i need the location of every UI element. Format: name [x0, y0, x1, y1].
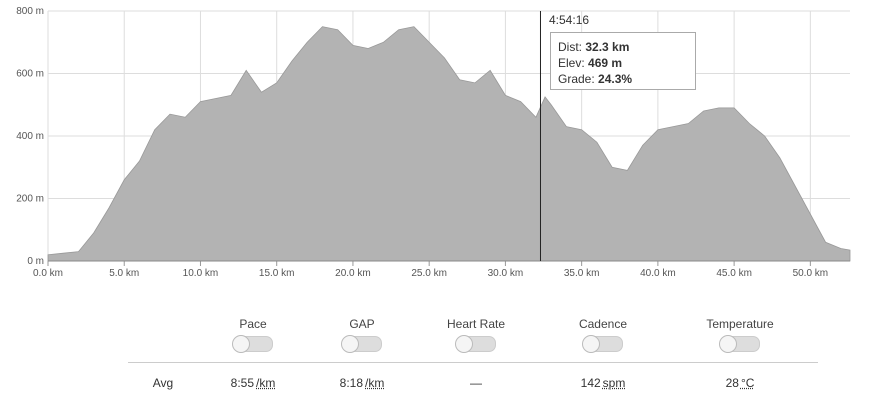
- stream-toggle[interactable]: Temperature: [695, 317, 785, 353]
- x-tick-label: 15.0 km: [259, 268, 295, 279]
- tooltip-label: Elev:: [558, 56, 585, 70]
- x-tick-label: 50.0 km: [793, 268, 829, 279]
- toggle-switch[interactable]: [232, 335, 273, 353]
- tooltip-value: 24.3%: [598, 72, 633, 86]
- x-tick-label: 40.0 km: [640, 268, 676, 279]
- x-tick-label: 25.0 km: [411, 268, 447, 279]
- y-tick-label: 200 m: [16, 194, 44, 205]
- y-tick-label: 800 m: [16, 6, 44, 17]
- toggle-label: Pace: [239, 317, 267, 331]
- tooltip-value: 469 m: [588, 56, 623, 70]
- stream-toggle[interactable]: Cadence: [558, 317, 648, 353]
- avg-cell: 142 spm: [548, 376, 658, 390]
- stream-toggle[interactable]: Heart Rate: [431, 317, 521, 353]
- avg-unit: /km: [365, 376, 385, 390]
- stream-toggle[interactable]: GAP: [317, 317, 407, 353]
- avg-cell: 8:55/km: [198, 376, 308, 390]
- avg-cell: 28 °C: [685, 376, 795, 390]
- x-tick-label: 5.0 km: [109, 268, 139, 279]
- tooltip-row: Elev: 469 m: [558, 55, 695, 71]
- toggle-label: Heart Rate: [446, 317, 506, 331]
- tooltip-label: Grade:: [558, 72, 595, 86]
- tooltip-value: 32.3 km: [585, 40, 630, 54]
- avg-unit: °C: [740, 376, 755, 390]
- toggle-label: GAP: [349, 317, 375, 331]
- toggle-switch[interactable]: [582, 335, 623, 353]
- y-tick-label: 600 m: [16, 69, 44, 80]
- avg-cell: 8:18/km: [307, 376, 417, 390]
- toggle-switch[interactable]: [341, 335, 382, 353]
- avg-value: 8:18: [339, 376, 363, 390]
- elevation-area: [47, 26, 851, 262]
- toggle-label: Temperature: [706, 317, 774, 331]
- x-tick-label: 45.0 km: [716, 268, 752, 279]
- tooltip-row: Grade: 24.3%: [558, 71, 695, 87]
- avg-value: 142: [580, 376, 601, 390]
- toggle-switch[interactable]: [719, 335, 760, 353]
- divider: [128, 362, 818, 363]
- tooltip-label: Dist:: [558, 40, 582, 54]
- toggle-switch[interactable]: [455, 335, 496, 353]
- avg-unit: spm: [602, 376, 626, 390]
- stream-toggle[interactable]: Pace: [208, 317, 298, 353]
- avg-label: Avg: [152, 376, 174, 390]
- x-tick-label: 20.0 km: [335, 268, 371, 279]
- tooltip-row: Dist: 32.3 km: [558, 39, 695, 55]
- x-tick-label: 10.0 km: [183, 268, 219, 279]
- avg-value: —: [470, 376, 482, 390]
- y-tick-label: 400 m: [16, 131, 44, 142]
- avg-unit: /km: [256, 376, 276, 390]
- x-tick-label: 30.0 km: [488, 268, 524, 279]
- avg-value: 28: [725, 376, 739, 390]
- y-tick-label: 0 m: [27, 256, 44, 267]
- avg-value: 8:55: [230, 376, 254, 390]
- tooltip: Dist: 32.3 km Elev: 469 m Grade: 24.3%: [550, 32, 696, 90]
- cursor-time: 4:54:16: [549, 13, 590, 27]
- toggle-label: Cadence: [578, 317, 628, 331]
- x-tick-label: 35.0 km: [564, 268, 600, 279]
- avg-cell: —: [421, 376, 531, 390]
- x-tick-label: 0.0 km: [33, 268, 63, 279]
- elevation-chart: 0 m 200 m 400 m 600 m 800 m 0.0 km 5.0 km 10.0 …: [16, 6, 851, 279]
